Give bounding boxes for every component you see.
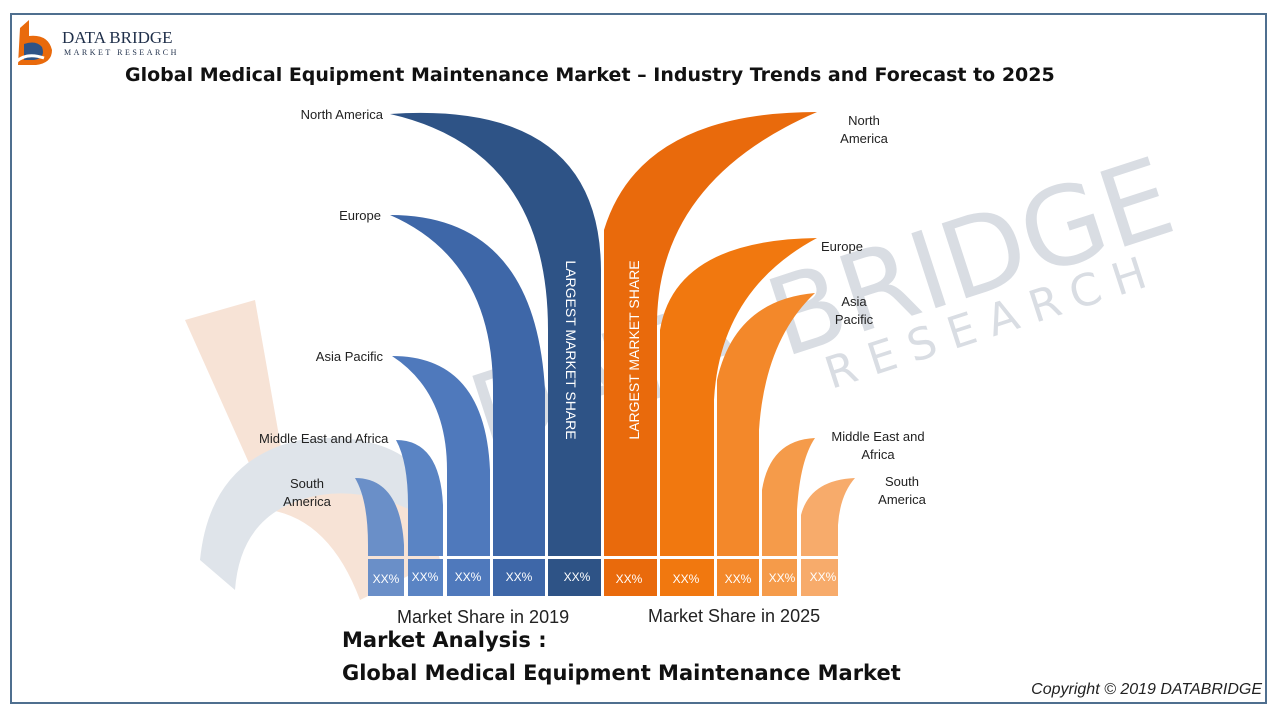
copyright: Copyright © 2019 DATABRIDGE: [1031, 681, 1262, 698]
label-2025-asia-pacific-2: Pacific: [835, 312, 874, 327]
logo-tagline: MARKET RESEARCH: [64, 48, 179, 57]
logo: DATA BRIDGE MARKET RESEARCH: [14, 20, 179, 65]
value-box-2025-asia-pacific: [717, 559, 759, 596]
logo-brand: DATA BRIDGE: [62, 28, 173, 47]
value-2019-mea: XX%: [412, 570, 439, 584]
orange-blades: [604, 112, 855, 556]
label-2025-north-america-1: North: [848, 113, 880, 128]
label-2019-mea: Middle East and Africa: [259, 431, 389, 446]
label-2025-asia-pacific-1: Asia: [841, 294, 867, 309]
label-2019-north-america: North America: [301, 107, 384, 122]
page-frame: [10, 13, 1267, 704]
analysis-subheading: Global Medical Equipment Maintenance Mar…: [342, 661, 901, 685]
blade-2025-mea: [762, 438, 815, 556]
value-box-2019-europe: [493, 559, 545, 596]
blade-2025-south-america: [801, 478, 855, 556]
value-2019-north-america: XX%: [564, 570, 591, 584]
blade-2025-europe: [660, 238, 817, 556]
blade-2019-europe: [390, 215, 545, 556]
value-box-2019-north-america: [548, 559, 601, 596]
blade-2019-mea: [396, 440, 443, 556]
blade-2019-asia-pacific: [392, 356, 490, 556]
value-2019-asia-pacific: XX%: [455, 570, 482, 584]
label-2025-south-america-1: South: [885, 474, 919, 489]
blue-blades: [355, 112, 601, 556]
largest-share-2019: LARGEST MARKET SHARE: [563, 260, 579, 439]
blade-2019-south-america: [355, 478, 404, 556]
value-2025-north-america: XX%: [616, 572, 643, 586]
largest-share-2025: LARGEST MARKET SHARE: [626, 260, 642, 439]
caption-2019: Market Share in 2019: [397, 607, 569, 627]
value-box-2025-mea: [762, 559, 797, 596]
value-box-2019-south-america: [368, 559, 404, 596]
logo-mark-icon: [14, 20, 52, 65]
labels-2019: North America Europe Asia Pacific Middle…: [259, 107, 389, 509]
label-2019-south-america-2: America: [283, 494, 331, 509]
blade-2019-north-america: [390, 112, 601, 556]
value-2025-europe: XX%: [673, 572, 700, 586]
blade-2025-north-america: [604, 112, 817, 556]
value-row-2019: XX% XX% XX% XX% XX%: [368, 559, 601, 596]
label-2019-south-america-1: South: [290, 476, 324, 491]
label-2019-asia-pacific: Asia Pacific: [316, 349, 384, 364]
value-box-2025-europe: [660, 559, 714, 596]
page-title: Global Medical Equipment Maintenance Mar…: [125, 64, 1055, 86]
value-2019-south-america: XX%: [373, 572, 400, 586]
label-2025-south-america-2: America: [878, 492, 926, 507]
label-2019-europe: Europe: [339, 208, 381, 223]
analysis-heading: Market Analysis :: [342, 628, 547, 652]
value-box-2025-north-america: [604, 559, 657, 596]
label-2025-north-america-2: America: [840, 131, 888, 146]
value-row-2025: XX% XX% XX% XX% XX%: [604, 559, 838, 596]
value-2025-south-america: XX%: [810, 570, 837, 584]
value-box-2025-south-america: [801, 559, 838, 596]
value-2025-mea: XX%: [769, 571, 796, 585]
value-box-2019-asia-pacific: [447, 559, 490, 596]
caption-2025: Market Share in 2025: [648, 606, 820, 626]
blade-2025-asia-pacific: [717, 293, 815, 556]
value-2019-europe: XX%: [506, 570, 533, 584]
value-box-2019-mea: [408, 559, 443, 596]
label-2025-mea-1: Middle East and: [831, 429, 924, 444]
label-2025-europe: Europe: [821, 239, 863, 254]
watermark-logo-blue: [200, 438, 430, 590]
label-2025-mea-2: Africa: [861, 447, 895, 462]
labels-2025: North America Europe Asia Pacific Middle…: [821, 113, 927, 507]
value-2025-asia-pacific: XX%: [725, 572, 752, 586]
